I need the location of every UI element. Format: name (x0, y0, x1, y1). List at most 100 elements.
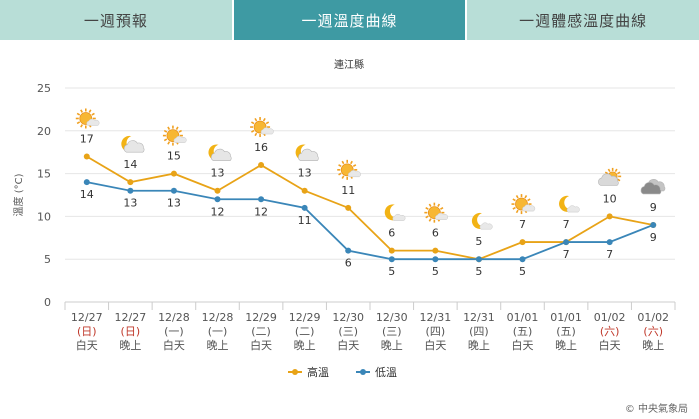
data-point-high (83, 153, 90, 160)
y-tick-label: 15 (37, 168, 51, 181)
x-tick-date: 12/28 (202, 311, 234, 324)
sunny-icon (250, 117, 274, 138)
x-tick-date: 01/02 (637, 311, 669, 324)
data-label-high: 6 (432, 227, 439, 240)
x-tick-day: (三) (338, 325, 358, 338)
sun-cloud-icon (598, 167, 622, 186)
x-tick-period: 白天 (250, 338, 272, 352)
data-label-high: 15 (167, 150, 181, 163)
data-label-high: 7 (563, 218, 570, 231)
legend-label-low: 低溫 (375, 365, 397, 379)
data-point-low (432, 256, 439, 263)
data-label-low: 5 (475, 265, 482, 278)
x-tick-day: (二) (295, 325, 315, 338)
x-tick-day: (一) (208, 325, 228, 338)
x-tick-day: (四) (426, 325, 446, 338)
x-tick-date: 12/30 (376, 311, 408, 324)
x-tick-period: 白天 (599, 338, 621, 352)
data-point-low (170, 187, 177, 194)
x-tick-period: 白天 (337, 338, 359, 352)
data-point-high (432, 247, 439, 254)
x-tick-date: 01/01 (507, 311, 539, 324)
x-tick-date: 12/31 (463, 311, 495, 324)
x-tick-date: 12/29 (289, 311, 321, 324)
y-tick-label: 25 (37, 82, 51, 95)
data-point-low (83, 179, 90, 186)
moon-cloud-icon (295, 144, 319, 162)
x-tick-day: (四) (469, 325, 489, 338)
data-label-low: 9 (650, 231, 657, 244)
tab-weekly-temperature-curve[interactable]: 一週溫度曲線 (233, 0, 468, 40)
data-label-high: 11 (341, 184, 355, 197)
chart-title: 連江縣 (334, 58, 364, 71)
moon-icon (384, 204, 406, 221)
x-tick-period: 晚上 (294, 339, 316, 352)
x-tick-period: 晚上 (381, 339, 403, 352)
data-point-low (650, 221, 657, 228)
data-point-high (301, 187, 308, 194)
temperature-chart: 連江縣 0 5 10 15 20 25 溫度 (°C) 12/27 (日) 白天 12/27 (日) 晚上… (0, 42, 699, 419)
x-tick-day: (二) (251, 325, 271, 338)
data-point-low (214, 196, 221, 203)
data-label-high: 10 (603, 192, 617, 205)
x-tick-date: 12/28 (158, 311, 190, 324)
x-tick-period: 晚上 (642, 339, 664, 352)
x-tick-date: 12/27 (71, 311, 103, 324)
data-label-low: 13 (167, 197, 181, 210)
moon-cloud-icon (121, 135, 145, 153)
data-label-low: 5 (519, 265, 526, 278)
data-label-high: 9 (650, 201, 657, 214)
data-point-low (258, 196, 265, 203)
data-label-high: 6 (388, 227, 395, 240)
x-tick-period: 白天 (76, 338, 98, 352)
y-tick-label: 5 (44, 253, 51, 266)
x-tick-day: (三) (382, 325, 402, 338)
y-tick-label: 20 (37, 125, 51, 138)
data-label-high: 16 (254, 141, 268, 154)
data-label-low: 11 (298, 214, 312, 227)
data-point-high (258, 162, 265, 169)
data-point-high (170, 170, 177, 177)
sunny-icon (424, 202, 448, 223)
y-axis-title: 溫度 (°C) (12, 173, 25, 216)
data-point-low (563, 239, 570, 246)
x-tick-period: 晚上 (468, 339, 490, 352)
x-tick-period: 晚上 (119, 339, 141, 352)
data-label-low: 5 (388, 265, 395, 278)
data-point-low (127, 187, 134, 194)
data-point-low (519, 256, 526, 263)
x-tick-day: (五) (513, 325, 533, 338)
x-tick-day: (日) (121, 325, 141, 338)
data-point-low (345, 247, 352, 254)
data-point-high (214, 187, 221, 194)
legend-label-high: 高溫 (307, 365, 329, 379)
x-tick-date: 01/01 (550, 311, 582, 324)
data-point-high (388, 247, 395, 254)
data-label-high: 17 (80, 132, 94, 145)
x-tick-date: 12/29 (245, 311, 277, 324)
moon-icon (559, 195, 580, 213)
data-label-low: 7 (563, 248, 570, 261)
legend-marker-high (292, 369, 298, 375)
x-tick-date: 12/30 (332, 311, 364, 324)
legend-marker-low (360, 369, 366, 375)
x-tick-date: 12/31 (420, 311, 452, 324)
data-point-low (301, 204, 308, 211)
x-tick-period: 白天 (163, 338, 185, 352)
y-tick-label: 0 (44, 296, 51, 309)
data-label-high: 14 (123, 158, 137, 171)
x-tick-day: (六) (643, 325, 663, 338)
data-point-low (475, 256, 482, 263)
cloudy-icon (640, 179, 666, 195)
data-label-high: 5 (475, 235, 482, 248)
tab-weekly-forecast[interactable]: 一週預報 (0, 0, 234, 40)
data-label-low: 13 (123, 197, 137, 210)
data-label-low: 7 (606, 248, 613, 261)
data-label-high: 13 (298, 167, 312, 180)
credit-text: © 中央氣象局 (625, 402, 688, 415)
tab-weekly-apparent-temperature-curve[interactable]: 一週體感溫度曲線 (467, 0, 699, 40)
data-point-high (519, 239, 526, 246)
data-label-low: 6 (345, 257, 352, 270)
data-point-low (388, 256, 395, 263)
